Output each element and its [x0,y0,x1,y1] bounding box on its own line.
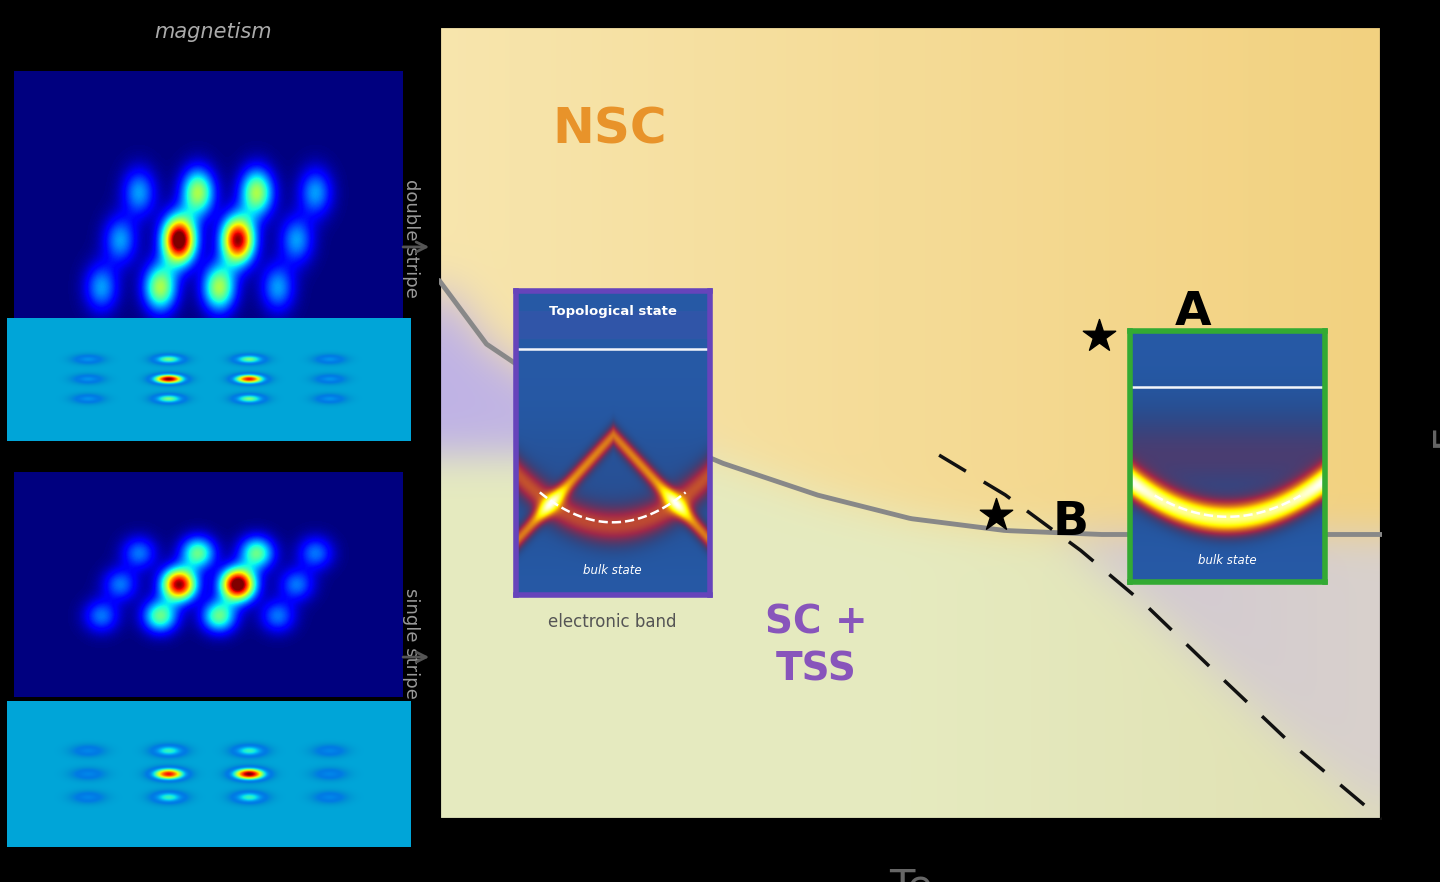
Text: bulk state: bulk state [1198,554,1257,567]
Point [1089,329,1112,343]
Text: Fe: Fe [1427,400,1440,447]
Text: A: A [1175,289,1211,335]
Text: Topological state: Topological state [549,305,677,318]
Text: electronic band: electronic band [549,613,677,631]
Text: Te: Te [888,867,933,882]
Text: B: B [1053,500,1089,545]
Text: double stripe: double stripe [402,179,420,297]
Text: single stripe: single stripe [402,588,420,699]
Text: SC: SC [1194,378,1259,421]
Point [984,507,1007,521]
Text: SC +
TSS: SC + TSS [765,603,868,688]
Text: NSC: NSC [553,106,667,153]
Text: magnetism: magnetism [154,22,272,42]
Text: bulk state: bulk state [583,564,642,577]
